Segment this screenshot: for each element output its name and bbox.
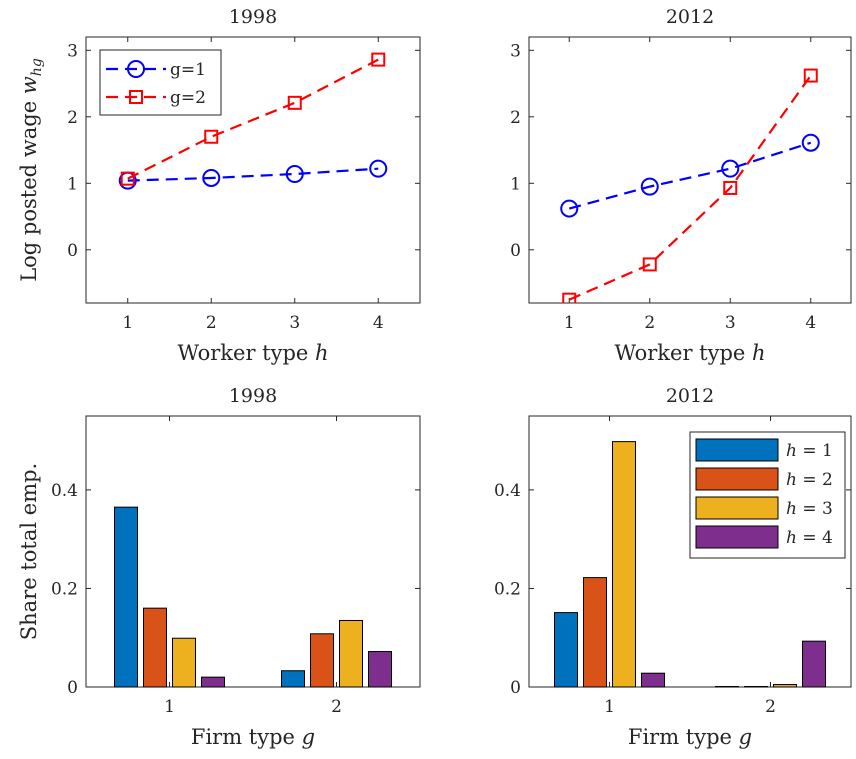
x-tick-label: 1 (164, 697, 175, 717)
chart-3: 1998 0 0.2 0.4 Firm type g Share total emp. 1 2 (17, 385, 421, 749)
legend-swatch (695, 496, 779, 520)
y-tick-label: 0.2 (494, 579, 521, 599)
data-point (562, 292, 577, 303)
y-tick-label: 0 (67, 678, 78, 698)
data-point (803, 68, 818, 83)
legend-swatch (695, 438, 779, 462)
data-point (560, 199, 579, 218)
x-tick-label: 1 (122, 313, 133, 333)
legend-label: g=1 (170, 60, 206, 80)
y-axis-label: Share total emp. (17, 463, 41, 640)
legend-marker (129, 90, 143, 104)
data-point (640, 177, 659, 196)
bar (802, 640, 826, 688)
data-point (202, 168, 221, 187)
bar (114, 506, 138, 688)
data-point (721, 159, 740, 178)
bar (310, 633, 334, 688)
legend-label: h = 1 (786, 441, 833, 461)
y-tick-label: 3 (67, 41, 78, 61)
bar (612, 441, 636, 688)
series-line (127, 167, 379, 182)
legend: h = 1 h = 2 h = 3 h = 4 (689, 431, 846, 559)
x-tick-label: 3 (289, 313, 300, 333)
bar (201, 676, 225, 688)
data-point (120, 171, 135, 186)
bar (773, 684, 797, 688)
legend-marker (127, 60, 145, 78)
series-line (568, 141, 812, 210)
chart-title: 1998 (229, 6, 277, 28)
bar (281, 670, 305, 688)
y-tick-label: 0 (510, 241, 521, 261)
bar (583, 577, 607, 688)
y-tick-label: 0 (510, 678, 521, 698)
chart-title: 2012 (666, 385, 714, 407)
series-2 (562, 68, 818, 303)
y-tick-label: 3 (510, 41, 521, 61)
x-tick-label: 2 (644, 313, 655, 333)
series-1 (118, 159, 388, 190)
data-point (801, 133, 820, 152)
legend-label: h = 4 (786, 528, 833, 548)
bar (554, 612, 578, 688)
chart-title: 2012 (666, 6, 714, 28)
series-line (127, 58, 379, 180)
y-tick-label: 0.4 (494, 481, 521, 501)
legend-swatch (695, 467, 779, 491)
y-tick-label: 2 (510, 108, 521, 128)
y-tick-label: 1 (67, 174, 78, 194)
x-axis-label: Worker type h (614, 341, 765, 365)
y-axis-label: Log posted wage whg (17, 58, 45, 282)
data-point (287, 95, 302, 110)
data-point (642, 257, 657, 272)
bar (641, 672, 665, 688)
series-1 (560, 133, 820, 218)
x-tick-label: 4 (373, 313, 384, 333)
y-tick-label: 2 (67, 108, 78, 128)
legend: g=1g=2 (99, 49, 222, 116)
plot-frame (528, 415, 852, 688)
chart-title: 1998 (229, 385, 277, 407)
y-tick-label: 1 (510, 174, 521, 194)
data-point (204, 129, 219, 144)
x-tick-label: 2 (331, 697, 342, 717)
chart-1: 1998 0 1 2 3 Worker type h Log posted wage whg… (17, 6, 421, 365)
series-line (568, 74, 812, 301)
series-2 (120, 52, 386, 186)
x-tick-label: 2 (206, 313, 217, 333)
data-point (371, 52, 386, 67)
x-axis-label: Firm type g (628, 725, 752, 749)
x-axis-label: Firm type g (191, 725, 315, 749)
bar (339, 619, 363, 688)
x-tick-label: 1 (564, 313, 575, 333)
plot-frame (528, 36, 852, 304)
legend-box (99, 49, 222, 116)
data-point (285, 164, 304, 183)
x-tick-label: 2 (765, 697, 776, 717)
bar (172, 637, 196, 688)
data-point (369, 159, 388, 178)
legend-swatch (695, 525, 779, 549)
y-tick-label: 0.4 (51, 481, 78, 501)
plot-frame (85, 415, 421, 688)
plot-frame (85, 36, 421, 304)
y-tick-label: 0.2 (51, 579, 78, 599)
bar (368, 651, 392, 688)
legend-label: h = 3 (786, 499, 833, 519)
x-tick-label: 3 (725, 313, 736, 333)
x-tick-label: 1 (604, 697, 615, 717)
x-tick-label: 4 (805, 313, 816, 333)
data-point (723, 180, 738, 195)
legend-label: h = 2 (786, 470, 833, 490)
bar (143, 607, 167, 688)
y-tick-label: 0 (67, 241, 78, 261)
legend-label: g=2 (170, 88, 206, 108)
x-axis-label: Worker type h (177, 341, 328, 365)
